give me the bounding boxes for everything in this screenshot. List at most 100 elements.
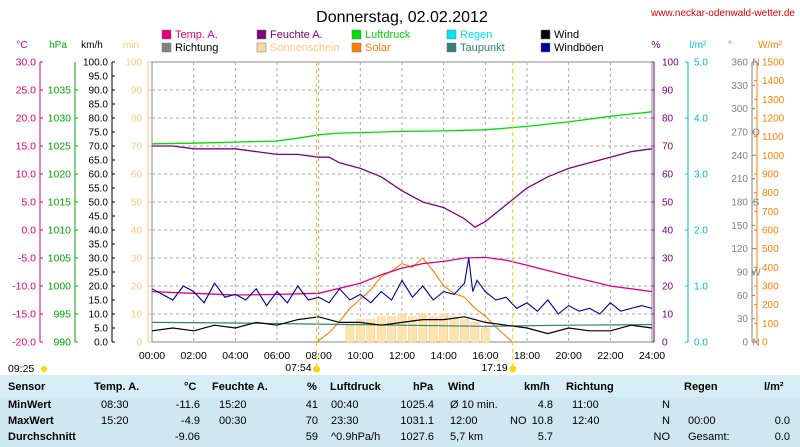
legend-label-wind: Wind [554,29,579,41]
direction-value: NO [653,431,671,443]
axis-unit-wm2: W/m² [758,40,783,51]
legend-label-richtung: Richtung [175,42,218,54]
sunrise-time: 07:54 [285,362,311,374]
sunshine-bar [408,316,417,343]
legend-swatch-regen [446,29,457,40]
x-tick-label: 00:00 [139,350,165,362]
axis-tick-kmh: 75.0 [89,128,109,139]
legend-swatch-luftdruck [351,29,362,40]
rain-value: 0.0 [774,431,790,443]
moonrise-time: 09:25 [8,363,34,375]
axis-tick-wm2: 1500 [762,58,785,69]
series-wind [151,316,653,335]
axis-tick-lm2: 1.0 [694,282,708,293]
axis-tick-temp: 30.0 [16,57,37,69]
axis-tick-deg: 300 [731,104,748,115]
axis-tick-hpa: 1000 [48,281,72,293]
row-label: MaxWert [8,415,54,427]
legend: Temp. A. Feuchte A. Luftdruck Regen Wind Rich… [161,29,604,54]
header-temp: Temp. A. [94,381,140,393]
axis-tick-min: 50 [131,198,143,209]
rain-value: 0.0 [774,415,790,427]
axis-tick-deg: 270 [731,128,748,139]
humidity-time: 00:30 [219,415,247,427]
axis-tick-wm2: 100 [762,319,779,330]
summary-row: Durchschnitt -9.06 59 ^0.9hPa/h 1027.6 5,7 km… [0,429,800,445]
axis-tick-temp: -5.0 [18,253,36,265]
axis-tick-kmh: 70.0 [89,142,109,153]
x-tick-label: 22:00 [597,350,623,362]
sunshine-bar [439,313,448,343]
axis-tick-kmh: 55.0 [89,184,109,195]
temp-value: -4.9 [181,415,200,427]
legend-label-taupunkt: Taupunkt [460,42,505,54]
axis-tick-wm2: 1100 [762,132,784,143]
sunshine-bar [460,319,469,343]
header-pressure: Luftdruck [330,381,381,393]
axis-tick-min: 30 [131,254,143,265]
website-label[interactable]: www.neckar-odenwald-wetter.de [650,8,795,19]
summary-table: Sensor Temp. A. °C Feuchte A. % Luftdruc… [0,375,800,447]
header-wind: Wind [448,381,475,393]
axis-tick-deg: 180 [731,198,748,209]
legend-label-windboeen: Windböen [554,42,604,54]
x-tick-label: 10:00 [347,350,373,362]
sunshine-bar [470,322,480,343]
axis-tick-wm2: 1200 [762,114,785,125]
axis-tick-min: 90 [131,86,143,97]
axis-tick-deg: 360 [731,58,748,69]
sunshine-bar [481,327,490,343]
axis-tick-min: 0 [136,338,142,349]
axis-tick-pct: 10 [662,310,674,321]
axis-tick-min: 60 [131,170,143,181]
legend-label-feuchte: Feuchte A. [270,29,323,41]
axis-tick-kmh: 20.0 [89,282,109,293]
humidity-value: 70 [305,415,318,427]
pressure-value: 1027.6 [400,431,434,443]
axis-tick-pct: 20 [662,282,674,293]
axis-tick-temp: 20.0 [16,113,37,125]
axis-unit-deg: ° [728,40,732,51]
legend-swatch-sonnenschein [256,42,267,53]
axis-tick-min: 10 [131,310,143,321]
axis-tick-temp: 5.0 [21,197,36,209]
series-temp-a- [151,256,653,296]
summary-row: MinWert 08:30 -11.6 15:20 41 00:40 1025.4 Ø 10 … [0,397,800,413]
axis-direction-letter: N [752,58,759,69]
temp-time: 15:20 [101,415,129,427]
axis-tick-kmh: 90.0 [89,86,109,97]
header-rain-unit: l/m² [764,381,784,393]
axis-tick-min: 70 [131,142,143,153]
header-wind-unit: km/h [524,381,550,393]
x-tick-label: 12:00 [389,350,415,362]
axis-tick-wm2: 0 [762,338,768,349]
axis-tick-pct: 40 [662,226,674,237]
pressure-time: ^0.9hPa/h [331,431,381,443]
sunshine-bar [449,316,459,343]
legend-swatch-wind [540,29,551,40]
axis-tick-deg: 210 [731,174,748,185]
series-solar [316,257,513,343]
sunshine-bar [345,324,355,343]
axis-tick-wm2: 1400 [762,76,785,87]
legend-swatch-richtung [161,42,172,53]
wind-value: 10.8 [531,415,553,427]
axis-tick-temp: -10.0 [12,281,36,293]
axis-tick-kmh: 40.0 [89,226,109,237]
axis-tick-pct: 80 [662,114,674,125]
axis-tick-kmh: 85.0 [89,100,109,111]
x-tick-label: 24:00 [639,350,665,362]
grid [151,61,653,343]
axis-tick-wm2: 700 [762,207,779,218]
axis-tick-lm2: 4.0 [694,114,708,125]
axis-tick-deg: 30 [737,314,749,325]
sunshine-bar [387,316,396,343]
axis-tick-pct: 60 [662,170,674,181]
temp-value: -9.06 [174,431,200,443]
axis-tick-hpa: 995 [53,309,71,321]
axis-tick-hpa: 1020 [48,169,72,181]
x-tick-label: 16:00 [472,350,498,362]
axis-tick-hpa: 1025 [48,141,72,153]
wind-value: 5.7 [537,431,553,443]
axis-tick-kmh: 50.0 [89,198,109,209]
